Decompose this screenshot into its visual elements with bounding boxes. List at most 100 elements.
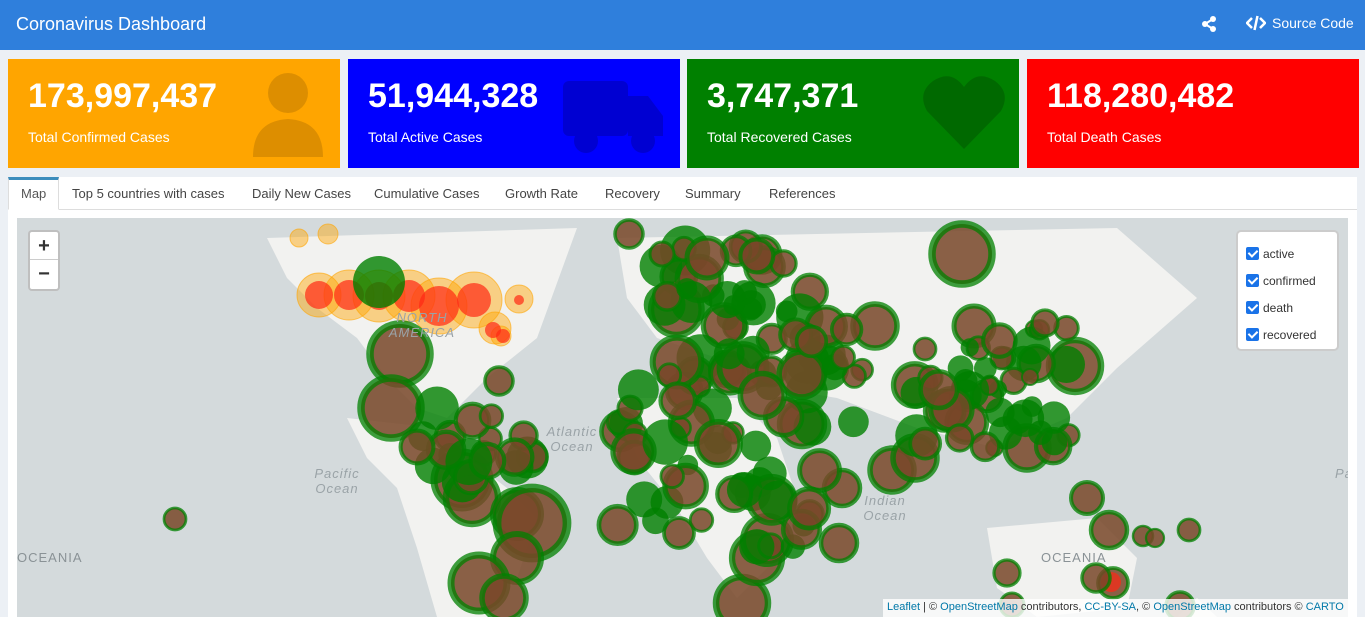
map-bubble[interactable]	[642, 507, 669, 535]
map-bubble[interactable]	[478, 403, 504, 429]
checkbox-active[interactable]	[1246, 247, 1259, 260]
map-bubble[interactable]	[981, 322, 1018, 359]
map-bubble[interactable]	[797, 448, 842, 493]
tab-references[interactable]: References	[769, 186, 836, 201]
tab-growth-rate[interactable]: Growth Rate	[505, 186, 578, 201]
map-bubble[interactable]	[1047, 345, 1086, 384]
attr-sep2: , ©	[1136, 601, 1154, 613]
map-bubble[interactable]	[1080, 562, 1112, 594]
map-bubble[interactable]	[944, 423, 975, 453]
map-bubble[interactable]	[596, 503, 639, 547]
ccbysa-link[interactable]: CC-BY-SA	[1084, 601, 1137, 613]
map-bubble[interactable]	[289, 228, 309, 248]
zoom-in-button[interactable]: +	[30, 232, 58, 260]
map-bubble[interactable]	[419, 286, 459, 326]
map-bubble[interactable]	[445, 438, 493, 486]
map-bubble[interactable]	[658, 381, 698, 421]
map-bubble[interactable]	[775, 300, 798, 323]
recovered-box: 3,747,371 Total Recovered Cases	[687, 59, 1019, 168]
map-bubble[interactable]	[483, 365, 515, 397]
attr-contrib: contributors,	[1017, 601, 1085, 613]
map-attribution: Leaflet | © OpenStreetMap contributors, …	[883, 599, 1348, 617]
map-bubble[interactable]	[838, 406, 869, 438]
attr-sep: | ©	[920, 601, 941, 613]
map-bubble[interactable]	[353, 256, 405, 308]
death-label: Total Death Cases	[1047, 129, 1162, 145]
layer-active[interactable]: active	[1246, 240, 1329, 267]
leaflet-link[interactable]: Leaflet	[887, 601, 921, 613]
map-bubble[interactable]	[1176, 517, 1202, 543]
zoom-out-button[interactable]: −	[38, 263, 50, 285]
map-bubble[interactable]	[642, 419, 688, 465]
map-bubble[interactable]	[713, 338, 745, 370]
tab-recovery[interactable]: Recovery	[605, 186, 660, 201]
tab-cumulative[interactable]: Cumulative Cases	[374, 186, 480, 201]
map-bubble[interactable]	[928, 220, 996, 288]
layer-death[interactable]: death	[1246, 294, 1329, 321]
map-bubble[interactable]	[708, 280, 746, 319]
checkbox-death[interactable]	[1246, 301, 1259, 314]
map-bubble[interactable]	[693, 418, 743, 468]
map-bubble[interactable]	[912, 336, 938, 362]
map-bubble[interactable]	[662, 516, 696, 550]
share-icon[interactable]	[1200, 15, 1220, 35]
attr-contrib2: contributors ©	[1230, 601, 1306, 613]
map-bubble[interactable]	[908, 426, 943, 461]
map-bubble[interactable]	[162, 506, 188, 532]
tab-bar: Map Top 5 countries with cases Daily New…	[8, 177, 1357, 210]
code-icon	[1246, 15, 1266, 31]
map-bubble[interactable]	[829, 312, 864, 347]
checkbox-confirmed[interactable]	[1246, 274, 1259, 287]
world-map[interactable]: NORTH AMERICA Atlantic Ocean Pacific Oce…	[17, 218, 1348, 617]
map-bubble[interactable]	[918, 369, 960, 411]
osm-link-2[interactable]: OpenStreetMap	[1153, 601, 1231, 613]
map-bubble[interactable]	[613, 218, 645, 250]
map-bubble[interactable]	[676, 278, 698, 300]
map-bubble[interactable]	[726, 472, 763, 508]
map-bubble[interactable]	[479, 573, 529, 617]
map-bubble[interactable]	[1144, 527, 1166, 549]
map-bubble[interactable]	[684, 235, 730, 281]
map-bubble[interactable]	[739, 529, 775, 565]
map-bubble[interactable]	[818, 522, 860, 564]
map-bubble[interactable]	[1021, 368, 1039, 386]
carto-link[interactable]: CARTO	[1305, 601, 1344, 613]
map-bubble[interactable]	[496, 329, 510, 343]
tab-summary[interactable]: Summary	[685, 186, 741, 201]
map-bubble[interactable]	[415, 386, 459, 431]
map-bubble[interactable]	[648, 240, 676, 268]
map-bubble[interactable]	[960, 338, 979, 357]
app-title: Coronavirus Dashboard	[16, 14, 207, 34]
map-bubble[interactable]	[740, 430, 772, 462]
map-bubble[interactable]	[1030, 308, 1060, 338]
map-bubble[interactable]	[794, 324, 829, 359]
map-bubble[interactable]	[317, 223, 339, 245]
confirmed-box: 173,997,437 Total Confirmed Cases	[8, 59, 340, 168]
map-bubble[interactable]	[688, 507, 715, 533]
map-bubble[interactable]	[787, 486, 832, 531]
layer-confirmed[interactable]: confirmed	[1246, 267, 1329, 294]
map-bubble[interactable]	[1069, 480, 1105, 516]
map-bubble[interactable]	[830, 344, 856, 371]
tab-daily-new[interactable]: Daily New Cases	[252, 186, 351, 201]
tab-map[interactable]: Map	[8, 177, 60, 210]
map-bubble[interactable]	[992, 558, 1022, 588]
map-bubble[interactable]	[969, 431, 1001, 463]
layer-recovered[interactable]: recovered	[1246, 321, 1329, 348]
map-bubble[interactable]	[305, 281, 333, 309]
map-bubble[interactable]	[947, 355, 974, 382]
map-bubble[interactable]	[457, 283, 491, 317]
checkbox-recovered[interactable]	[1246, 328, 1259, 341]
map-bubble[interactable]	[737, 370, 787, 421]
map-bubble[interactable]	[1088, 509, 1130, 551]
map-bubble[interactable]	[617, 369, 659, 411]
map-bubble[interactable]	[514, 295, 524, 305]
tab-top5[interactable]: Top 5 countries with cases	[72, 186, 225, 201]
map-bubble[interactable]	[738, 237, 776, 275]
map-bubble[interactable]	[659, 463, 685, 489]
zoom-control: + −	[28, 230, 60, 291]
source-code-link[interactable]: Source Code	[1246, 15, 1354, 31]
layer-confirmed-label: confirmed	[1263, 273, 1316, 288]
map-bubble[interactable]	[398, 428, 436, 466]
osm-link[interactable]: OpenStreetMap	[940, 601, 1018, 613]
